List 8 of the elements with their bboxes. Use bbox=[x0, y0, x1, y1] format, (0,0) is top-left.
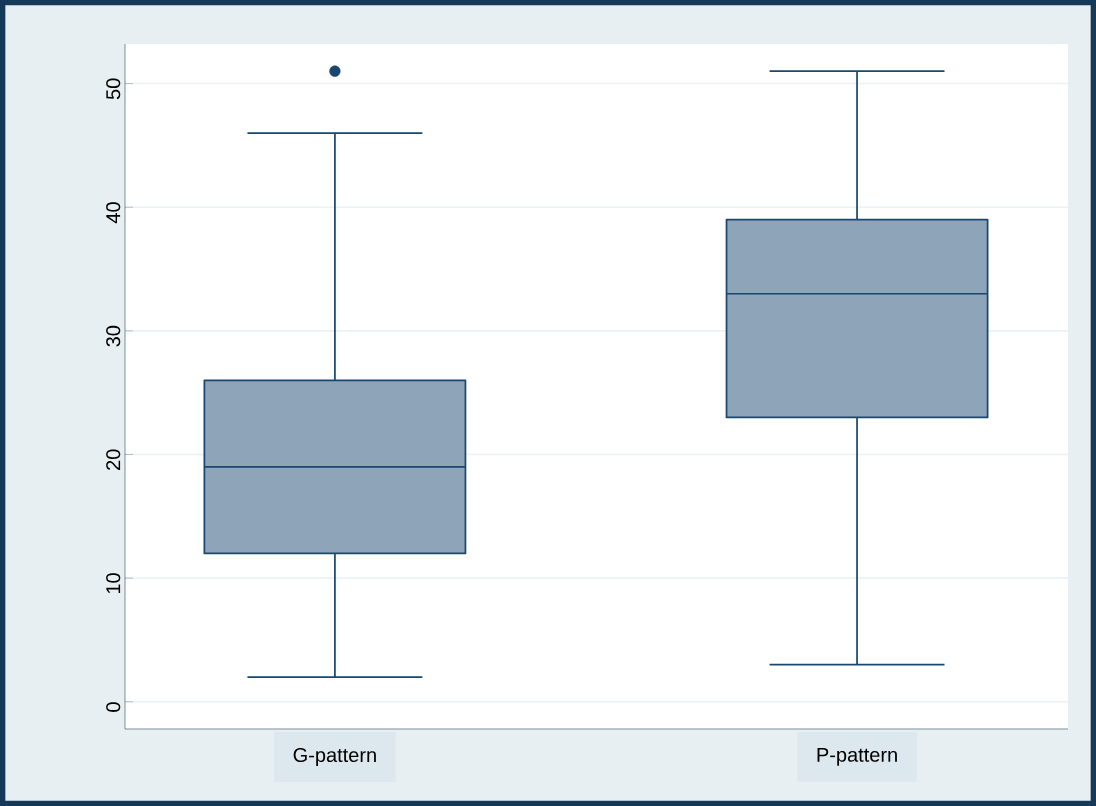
y-tick-label: 20 bbox=[106, 449, 121, 470]
x-tick-label: P-pattern bbox=[817, 747, 897, 766]
y-tick-label: 40 bbox=[106, 202, 121, 224]
x-tick-label: G-pattern bbox=[293, 747, 376, 767]
y-tick-label: 10 bbox=[106, 573, 121, 594]
y-tick-label: 50 bbox=[106, 78, 121, 100]
y-tick-label: 30 bbox=[106, 325, 121, 347]
y-tick-label: 0 bbox=[106, 702, 121, 712]
